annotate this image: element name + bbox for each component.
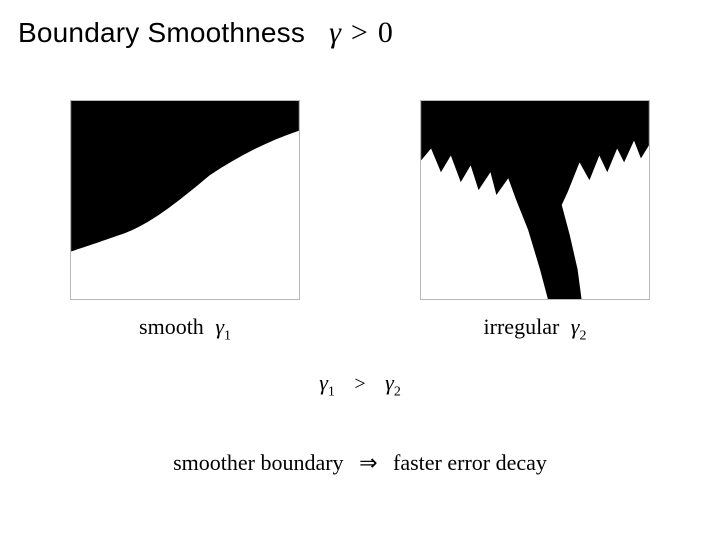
relation-gamma-1: γ1 <box>319 370 335 395</box>
gamma-2-sub: 2 <box>579 328 586 343</box>
irregular-shape-path <box>421 101 649 299</box>
greater-than-symbol: > <box>351 16 368 49</box>
footer-right: faster error decay <box>393 450 547 475</box>
gamma-2: γ2 <box>571 314 587 339</box>
relation-gamma-2: γ2 <box>385 370 401 395</box>
panels-row: smooth γ1 irregular γ2 <box>70 100 650 344</box>
panel-smooth-wrap: smooth γ1 <box>70 100 300 344</box>
page-title: Boundary Smoothness <box>18 17 305 49</box>
title-row: Boundary Smoothness γ >0 <box>18 16 393 50</box>
smooth-shape-svg <box>71 101 299 299</box>
slide: Boundary Smoothness γ>0 smooth γ1 <box>0 0 720 540</box>
gamma-relation: γ1 > γ2 <box>0 370 720 400</box>
panel-irregular-label: irregular γ2 <box>484 314 587 344</box>
implies-arrow: ⇒ <box>359 450 377 475</box>
irregular-shape-svg <box>421 101 649 299</box>
smooth-shape-path <box>71 101 299 251</box>
panel-irregular <box>420 100 650 300</box>
gamma-1-sub: 1 <box>224 328 231 343</box>
panel-smooth <box>70 100 300 300</box>
panel-irregular-wrap: irregular γ2 <box>420 100 650 344</box>
label-word-smooth: smooth <box>139 314 204 339</box>
relation-sub-2: 2 <box>394 384 401 399</box>
gamma-1-symbol: γ <box>215 314 224 339</box>
footer-left: smoother boundary <box>173 450 343 475</box>
label-word-irregular: irregular <box>484 314 560 339</box>
relation-gamma-2-symbol: γ <box>385 370 394 395</box>
relation-gt: > <box>354 373 365 395</box>
zero-symbol: 0 <box>378 16 393 49</box>
relation-gamma-1-symbol: γ <box>319 370 328 395</box>
gamma-1: γ1 <box>215 314 231 339</box>
title-condition: γ >0 <box>329 16 393 50</box>
gamma-symbol: γ <box>329 16 341 49</box>
footer-statement: smoother boundary ⇒ faster error decay <box>0 450 720 476</box>
relation-sub-1: 1 <box>328 384 335 399</box>
panel-smooth-label: smooth γ1 <box>139 314 231 344</box>
